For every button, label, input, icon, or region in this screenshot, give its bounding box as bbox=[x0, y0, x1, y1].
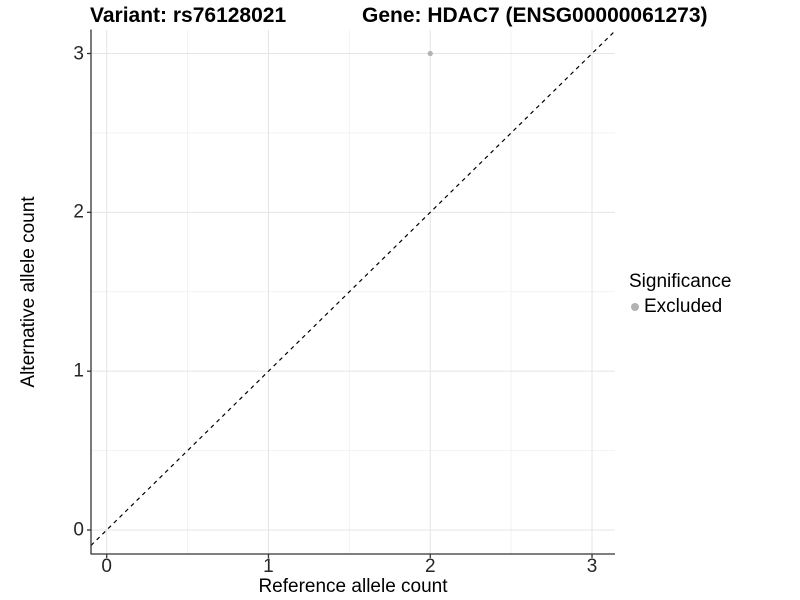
legend: Significance Excluded bbox=[629, 271, 731, 318]
plot-title-variant: Variant: rs76128021 bbox=[90, 4, 287, 27]
x-tick-label-2: 2 bbox=[424, 556, 436, 577]
y-tick-label-2: 2 bbox=[73, 201, 84, 223]
x-tick-label-3: 3 bbox=[586, 556, 598, 577]
plot-title-gene: Gene: HDAC7 (ENSG00000061273) bbox=[362, 4, 708, 27]
y-axis-title: Alternative allele count bbox=[18, 196, 39, 388]
y-tick-label-3: 3 bbox=[73, 43, 84, 64]
y-tick-label-1: 1 bbox=[73, 360, 84, 382]
excluded-point-icon bbox=[631, 303, 639, 311]
y-tick-label-0: 0 bbox=[73, 519, 84, 541]
x-tick-label-1: 1 bbox=[263, 556, 274, 577]
legend-item-label: Excluded bbox=[644, 296, 723, 317]
x-tick-label-0: 0 bbox=[101, 556, 112, 577]
legend-item-excluded: Excluded bbox=[629, 296, 731, 318]
x-axis-title: Reference allele count bbox=[258, 576, 448, 597]
legend-title: Significance bbox=[629, 271, 732, 292]
